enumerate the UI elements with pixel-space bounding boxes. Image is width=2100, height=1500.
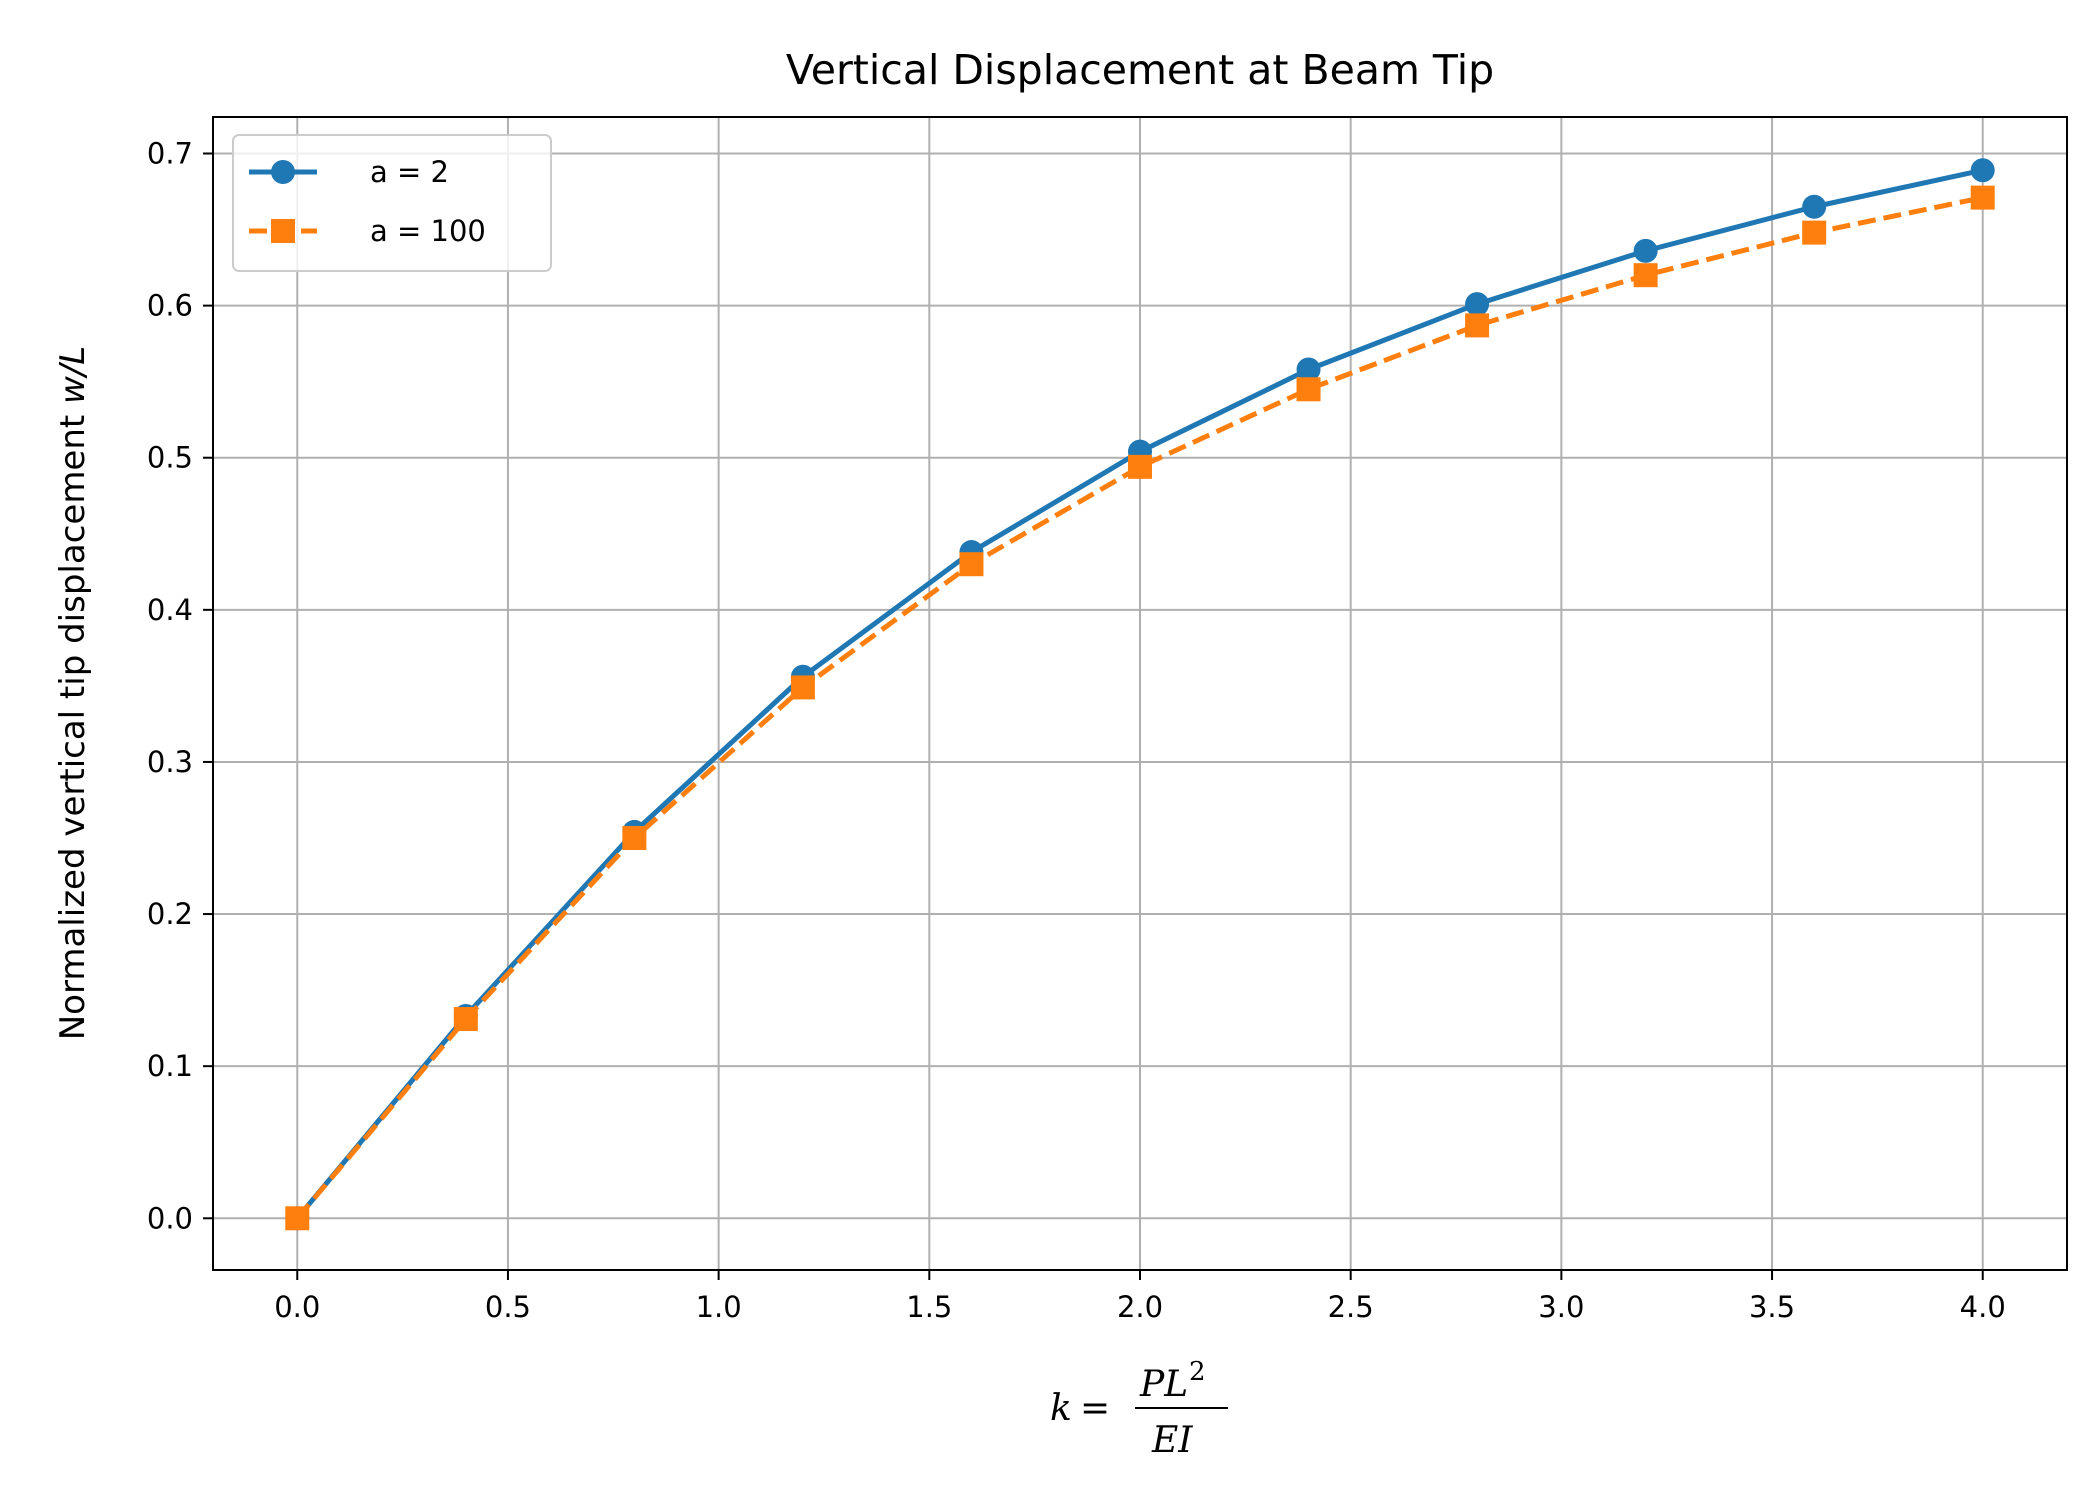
x-tick-label: 0.0 [274, 1290, 320, 1324]
data-point-square [1128, 454, 1152, 479]
legend-marker-square [271, 219, 295, 243]
x-tick-label: 1.0 [696, 1290, 742, 1324]
svg-text:=: = [1080, 1388, 1110, 1429]
x-tick-label: 1.5 [906, 1290, 952, 1324]
y-tick-label: 0.6 [147, 289, 193, 323]
data-point-circle [1465, 292, 1490, 317]
series-line [295, 195, 1984, 1220]
data-point-square [622, 826, 647, 851]
data-point-square [959, 552, 984, 577]
svg-text:2: 2 [1189, 1357, 1206, 1387]
x-tick-label: 2.0 [1117, 1290, 1163, 1324]
x-tick-label: 4.0 [1960, 1290, 2006, 1324]
x-tick-label: 3.0 [1538, 1290, 1584, 1324]
svg-text:PL: PL [1139, 1364, 1188, 1405]
y-tick-label: 0.4 [147, 593, 193, 627]
data-point-circle [1802, 194, 1827, 219]
y-axis-label: Normalized vertical tip displacement w/L [53, 346, 93, 1041]
x-axis-label: k = PL 2 EI [1050, 1357, 1228, 1461]
svg-text:k: k [1050, 1388, 1072, 1429]
legend-label-a100: a = 100 [370, 214, 486, 248]
data-point-square [1970, 185, 1995, 210]
series-layer [285, 158, 1995, 1231]
legend-label-a2: a = 2 [370, 155, 449, 189]
x-tick-label: 3.5 [1749, 1290, 1795, 1324]
svg-text:EI: EI [1151, 1420, 1193, 1461]
y-tick-label: 0.2 [147, 897, 193, 931]
legend: a = 2 a = 100 [232, 134, 552, 272]
y-tick-label: 0.7 [147, 137, 193, 171]
data-point-square [1465, 313, 1490, 338]
legend-box [232, 134, 552, 272]
data-point-circle [1970, 158, 1995, 183]
ticks: 0.0 0.5 1.0 1.5 2.0 2.5 3.0 3.5 4.0 0.0 0.1 0.2 0.3 0… [147, 137, 2006, 1324]
data-point-square [1296, 377, 1321, 402]
chart-title: Vertical Displacement at Beam Tip [786, 46, 1494, 94]
data-point-square [285, 1206, 310, 1231]
y-tick-label: 0.0 [147, 1201, 193, 1235]
legend-entry-a100: a = 100 [249, 214, 486, 248]
y-tick-label: 0.1 [147, 1049, 193, 1083]
legend-marker-circle [271, 160, 295, 184]
series-a100 [285, 185, 1995, 1231]
data-point-square [1633, 263, 1658, 288]
y-tick-label: 0.5 [147, 441, 193, 475]
data-point-circle [1296, 357, 1321, 382]
x-tick-label: 0.5 [485, 1290, 531, 1324]
data-point-square [1802, 220, 1827, 245]
legend-entry-a2: a = 2 [249, 155, 449, 189]
y-tick-label: 0.3 [147, 745, 193, 779]
data-point-square [453, 1007, 478, 1032]
data-point-square [790, 675, 815, 700]
data-point-circle [1633, 238, 1658, 263]
x-tick-label: 2.5 [1328, 1290, 1374, 1324]
